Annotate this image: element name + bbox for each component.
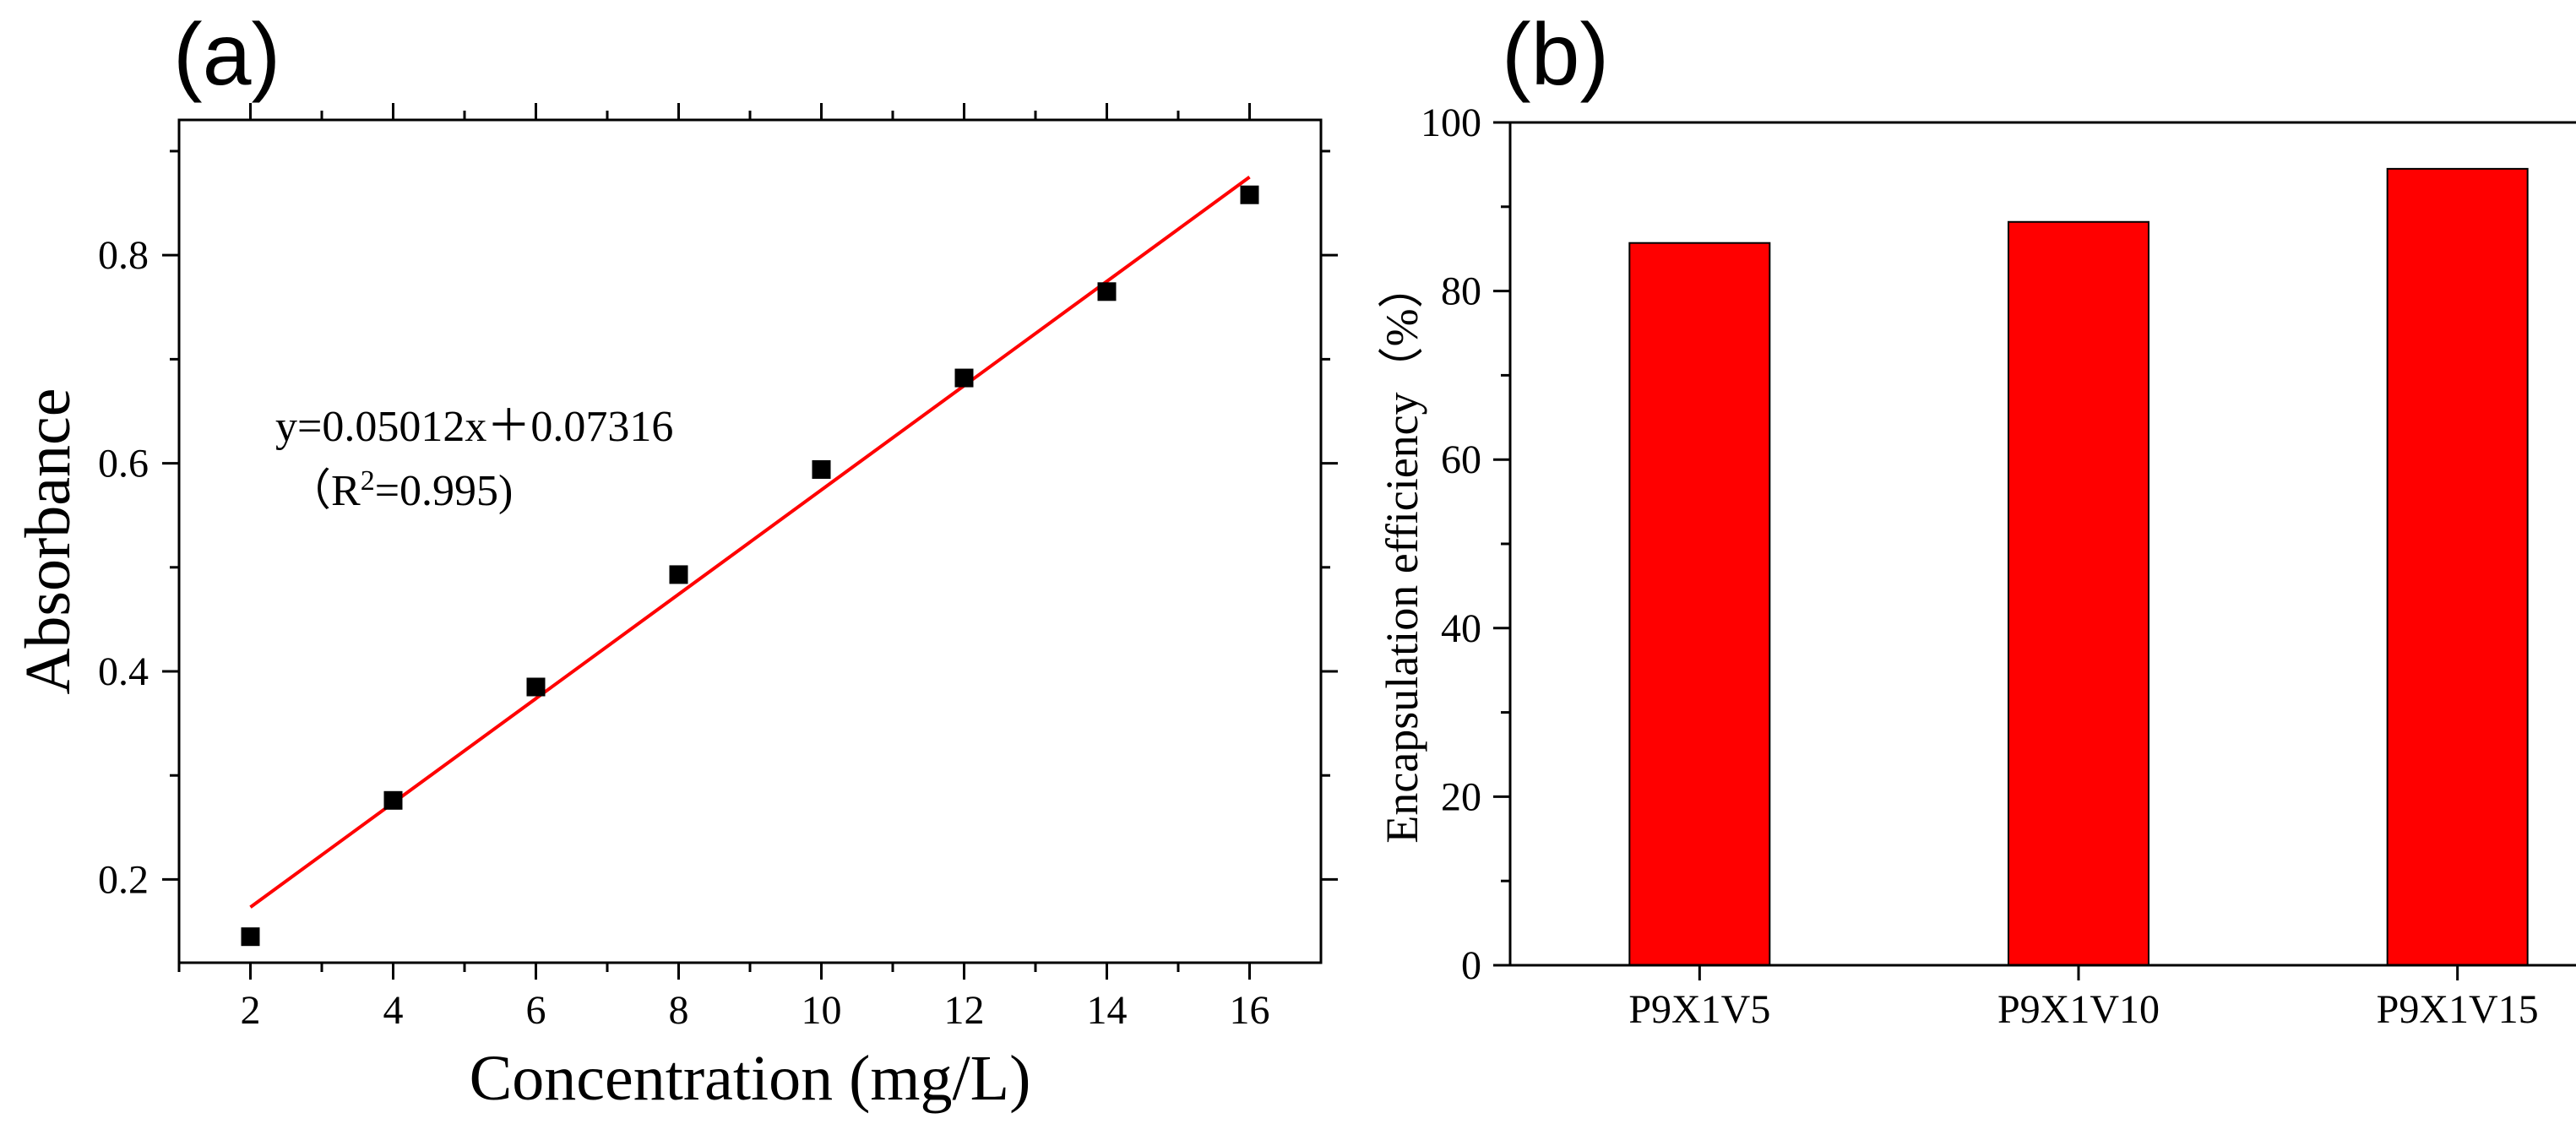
data-point: [241, 927, 260, 947]
x-tick-label-a: 10: [802, 988, 842, 1033]
axis-ticks-b: P9X1V5 P9X1V10 P9X1V15 0 20 40 60 80 100: [1421, 100, 2539, 1032]
fit-equation: y=0.05012x＋0.07316: [275, 403, 673, 451]
panel-b-label: (b): [1502, 6, 1609, 104]
data-point: [526, 677, 546, 697]
data-point: [954, 368, 974, 388]
r2-open: （R: [287, 467, 361, 515]
bar: [2386, 167, 2529, 966]
y-tick-label-b: 80: [1441, 269, 1481, 314]
axis-ticks-a: 2 4 6 8 10 12 14 16 0.2 0.4 0.6 0.8: [98, 103, 1338, 1033]
x-tick-label-a: 2: [241, 988, 261, 1033]
data-point: [1240, 185, 1259, 204]
y-tick-label-a: 0.2: [98, 857, 149, 902]
y-tick-label-b: 100: [1421, 100, 1481, 145]
data-points-a: [241, 185, 1259, 947]
panel-a-label: (a): [173, 6, 280, 104]
x-tick-label-a: 6: [526, 988, 546, 1033]
x-axis-label-a: Concentration (mg/L): [470, 1043, 1031, 1114]
y-tick-label-a: 0.4: [98, 649, 149, 694]
bar: [2008, 220, 2149, 967]
fit-line-a: [249, 176, 1251, 909]
y-tick-label-b: 40: [1441, 606, 1481, 651]
y-tick-label-b: 20: [1441, 774, 1481, 819]
category-label: P9X1V15: [2377, 987, 2539, 1032]
data-point: [669, 565, 688, 584]
bar: [1628, 242, 1771, 966]
x-tick-label-a: 4: [383, 988, 404, 1033]
y-axis-label-b: Encapsulation efficiency（%）: [1377, 263, 1427, 843]
y-axis-label-a: Absorbance: [13, 388, 84, 695]
bars-b: [1628, 167, 2529, 967]
chart-absorbance: 2 4 6 8 10 12 14 16 0.2 0.4 0.6 0.8 y=0.05012x＋0.07…: [13, 103, 1338, 1114]
r-squared-label: （R2=0.995): [287, 465, 513, 516]
y-tick-label-b: 60: [1441, 437, 1481, 482]
y-tick-label-a: 0.6: [98, 442, 149, 486]
data-point: [812, 459, 831, 479]
data-point: [1097, 282, 1117, 301]
category-label: P9X1V10: [1997, 987, 2160, 1032]
x-tick-label-a: 8: [669, 988, 689, 1033]
data-point: [383, 790, 403, 810]
y-tick-label-b: 0: [1461, 943, 1481, 988]
y-tick-label-a: 0.8: [98, 233, 149, 278]
category-label: P9X1V5: [1628, 987, 1770, 1032]
chart-encapsulation: P9X1V5 P9X1V10 P9X1V15 0 20 40 60 80 100 Encapsu…: [1377, 100, 2576, 1032]
r2-close: =0.995): [375, 467, 514, 515]
r2-sup: 2: [361, 465, 375, 497]
x-tick-label-a: 14: [1087, 988, 1128, 1033]
fit-line: [249, 176, 1251, 909]
x-tick-label-a: 16: [1230, 988, 1270, 1033]
x-tick-label-a: 12: [944, 988, 985, 1033]
